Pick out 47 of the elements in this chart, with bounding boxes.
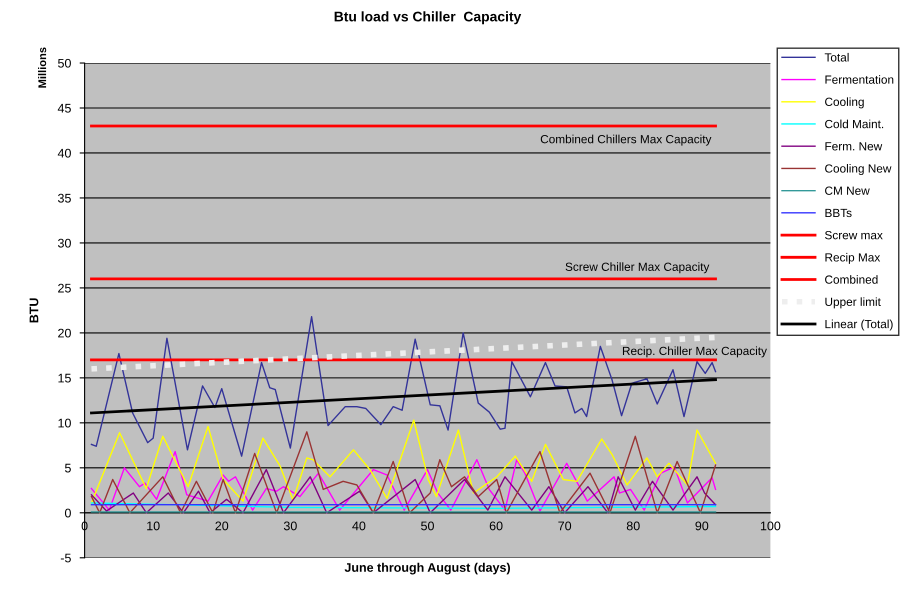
legend-label: Fermentation: [825, 75, 894, 84]
annotation: Screw Chiller Max Capacity: [566, 262, 710, 274]
line-series: [90, 419, 716, 504]
x-tick-label: 20: [215, 521, 228, 530]
x-tick-label: 80: [626, 521, 640, 530]
y-tick-label: 10: [58, 418, 71, 428]
x-tick-label: 90: [695, 521, 708, 530]
legend-label: Cooling New: [825, 164, 892, 176]
legend-label: Recip Max: [825, 252, 880, 264]
y-axis-title: BTU: [30, 298, 38, 322]
y-tick-label: 40: [58, 148, 71, 158]
line-series: [90, 316, 716, 457]
x-tick-label: 70: [558, 521, 572, 530]
y-tick-label: 5: [64, 464, 71, 472]
y-tick-label: 35: [58, 194, 71, 203]
legend-label: Cooling: [825, 97, 864, 108]
y-tick-label: 25: [58, 284, 71, 293]
x-axis-title: June through August (days): [344, 562, 510, 574]
legend-label: Ferm. New: [825, 142, 882, 150]
text: Millions: [38, 47, 46, 88]
annotation: Recip. Chiller Max Capacity: [622, 346, 767, 358]
legend-label: Cold Maint.: [825, 120, 884, 128]
y-tick-label: 15: [58, 374, 71, 383]
y-tick-label: 30: [58, 238, 71, 248]
legend-label: Combined: [825, 275, 878, 284]
legend-label: BBTs: [825, 208, 852, 218]
legend-label: Linear (Total): [825, 320, 893, 331]
x-tick-label: 30: [284, 521, 297, 530]
legend-label: CM New: [825, 186, 870, 195]
legend-label: Screw max: [825, 230, 883, 240]
line-series: [90, 468, 716, 514]
y-tick-label: 0: [64, 508, 71, 518]
x-tick-label: 100: [760, 521, 780, 530]
chart-title: Btu load vs Chiller Capacity: [334, 11, 522, 24]
x-tick-label: 10: [147, 521, 160, 530]
annotation: Combined Chillers Max Capacity: [540, 134, 712, 146]
x-tick-label: 50: [421, 521, 434, 530]
y-tick-label: 45: [58, 104, 71, 113]
x-tick-label: 60: [490, 521, 503, 530]
x-tick-label: 40: [352, 521, 366, 530]
legend-label: Total: [824, 52, 849, 62]
y-tick-label: 50: [58, 58, 71, 68]
line-series: [90, 450, 716, 512]
y-tick-label: -5: [60, 554, 71, 562]
line-series: [90, 431, 716, 514]
y-tick-label: 20: [58, 328, 71, 338]
legend-label: Upper limit: [825, 297, 881, 308]
